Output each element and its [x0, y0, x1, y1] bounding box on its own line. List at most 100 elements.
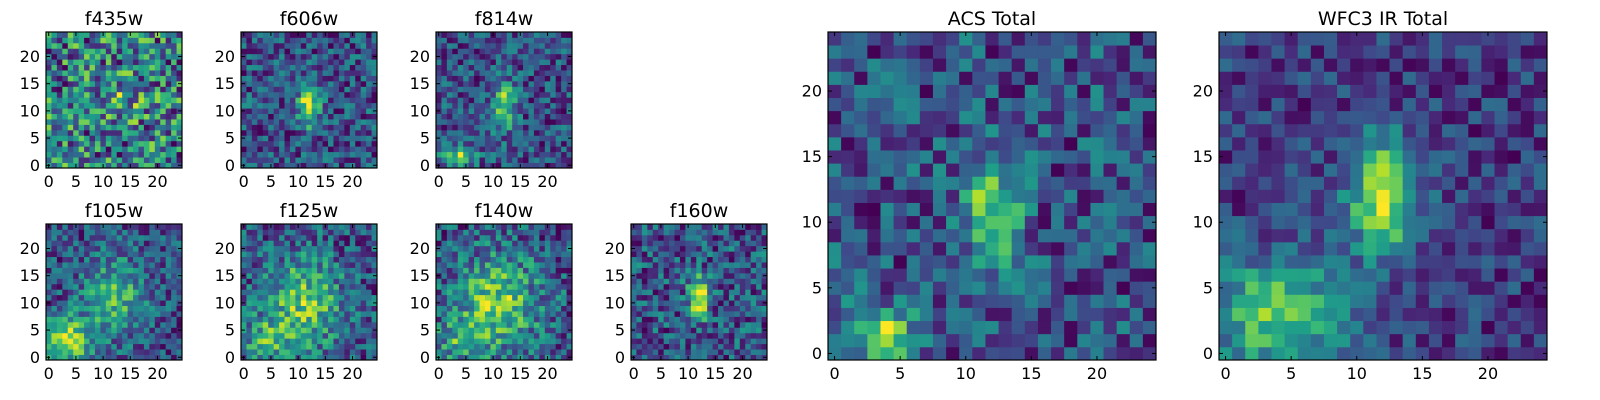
heatmap-cell [1051, 163, 1065, 177]
heatmap-cell [333, 80, 340, 87]
heatmap-cell [550, 272, 557, 279]
heatmap-cell [761, 251, 768, 258]
heatmap-cell [73, 294, 80, 301]
heatmap-cell [338, 316, 345, 323]
heatmap-cell [317, 229, 323, 236]
heatmap-cell [463, 256, 470, 263]
heatmap-cell [484, 283, 491, 290]
heatmap-cell [523, 157, 529, 163]
heatmap-cell [46, 48, 52, 55]
heatmap-cell [51, 316, 58, 323]
heatmap-cell [338, 97, 345, 104]
heatmap-cell [149, 48, 156, 55]
heatmap-cell [674, 338, 681, 345]
heatmap-cell [127, 53, 134, 60]
heatmap-cell [94, 240, 101, 247]
heatmap-cell [436, 157, 442, 163]
heatmap-cell [512, 102, 518, 109]
heatmap-cell [544, 48, 551, 55]
heatmap-cell [133, 59, 139, 66]
heatmap-cell [171, 37, 177, 44]
heatmap-cell [696, 305, 703, 312]
heatmap-cell [718, 256, 724, 263]
heatmap-cell [46, 119, 52, 125]
heatmap-cell [338, 59, 345, 66]
heatmap-cell [133, 294, 139, 301]
heatmap-cell [641, 283, 648, 290]
heatmap-cell [78, 305, 85, 312]
heatmap-cell [241, 42, 247, 49]
heatmap-cell [73, 245, 80, 252]
heatmap-cell [133, 316, 139, 323]
heatmap-cell [669, 234, 675, 241]
heatmap-cell [506, 97, 513, 104]
heatmap-cell [165, 42, 172, 49]
heatmap-cell [78, 108, 85, 114]
heatmap-cell [457, 300, 464, 306]
heatmap-cell [338, 311, 345, 317]
panel-title: f606w [280, 8, 339, 30]
heatmap-cell [679, 283, 686, 290]
heatmap-cell [165, 332, 172, 339]
heatmap-cell [241, 151, 247, 158]
heatmap-cell [78, 229, 85, 236]
heatmap-cell [160, 146, 167, 153]
heatmap-cell [149, 32, 156, 38]
heatmap-cell [756, 256, 762, 263]
heatmap-cell [867, 294, 881, 308]
heatmap-cell [62, 316, 69, 323]
heatmap-cell [133, 129, 139, 136]
heatmap-cell [728, 343, 735, 350]
heatmap-cell [506, 338, 513, 345]
heatmap-cell [338, 119, 345, 125]
heatmap-cell [561, 146, 567, 153]
heatmap-cell [273, 108, 280, 114]
heatmap-cell [111, 300, 118, 306]
heatmap-cell [750, 305, 757, 312]
heatmap-cell [371, 151, 378, 158]
heatmap-cell [56, 321, 63, 328]
heatmap-cell [89, 245, 96, 252]
heatmap-cell [566, 349, 573, 355]
heatmap-cell [51, 305, 58, 312]
heatmap-cell [160, 70, 167, 76]
heatmap-cell [94, 354, 101, 361]
heatmap-cell [176, 119, 183, 125]
heatmap-cell [932, 241, 947, 256]
heatmap-cell [273, 234, 280, 241]
heatmap-cell [94, 102, 101, 109]
heatmap-cell [723, 272, 730, 279]
heatmap-cell [149, 119, 156, 125]
heatmap-cell [452, 140, 459, 147]
heatmap-cell [750, 245, 757, 252]
heatmap-cell [550, 300, 557, 306]
heatmap-cell [484, 234, 491, 241]
heatmap-cell [1024, 241, 1039, 256]
heatmap-cell [523, 119, 529, 125]
heatmap-cell [495, 135, 502, 142]
heatmap-cell [566, 251, 573, 258]
heatmap-cell [84, 135, 90, 142]
heatmap-cell [73, 86, 80, 93]
heatmap-cell [761, 267, 768, 274]
heatmap-cell [436, 321, 442, 328]
heatmap-cell [51, 278, 58, 285]
heatmap-cell [355, 80, 362, 87]
heatmap-cell [143, 343, 150, 350]
heatmap-cell [528, 267, 535, 274]
heatmap-cell [262, 321, 269, 328]
heatmap-cell [94, 327, 101, 334]
heatmap-cell [701, 272, 708, 279]
heatmap-cell [165, 316, 172, 323]
heatmap-cell [647, 245, 654, 252]
y-tick-label: 20 [410, 239, 430, 258]
heatmap-cell [306, 53, 313, 60]
heatmap-cell [446, 229, 453, 236]
heatmap-cell [338, 140, 345, 147]
heatmap-cell [506, 75, 513, 82]
heatmap-cell [289, 119, 296, 125]
heatmap-cell [561, 267, 567, 274]
heatmap-cell [94, 245, 101, 252]
heatmap-cell [355, 86, 362, 93]
heatmap-cell [149, 343, 156, 350]
